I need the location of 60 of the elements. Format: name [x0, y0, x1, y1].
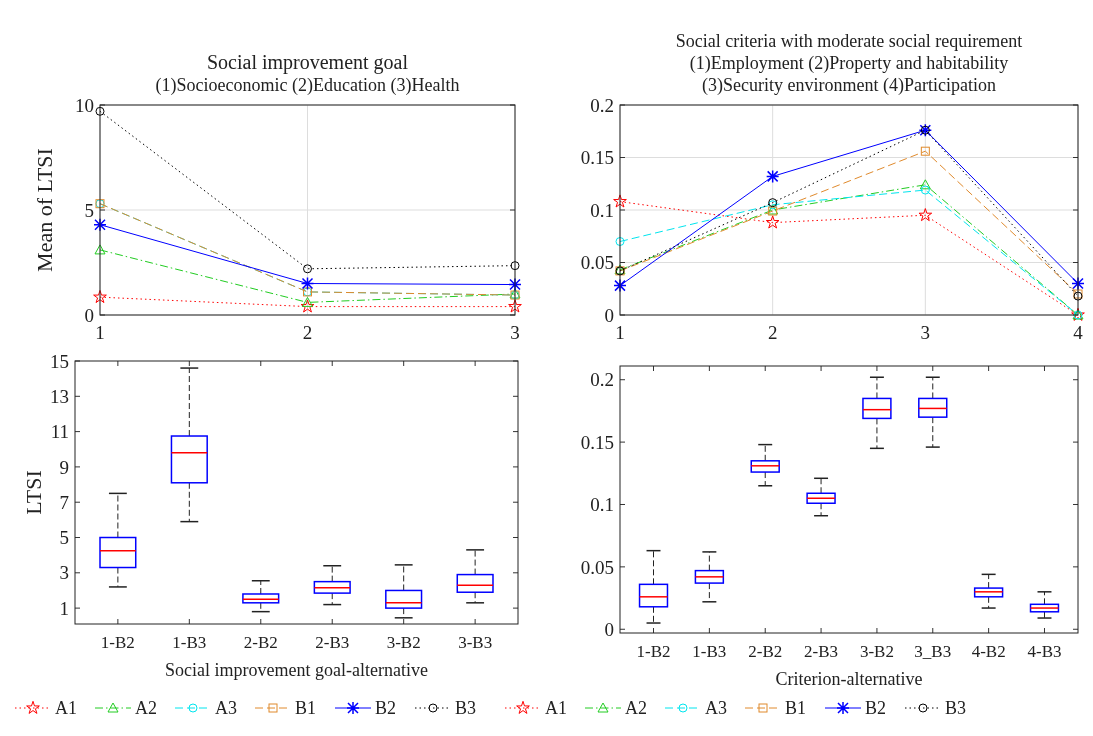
legend-label: B1 [785, 698, 807, 719]
y-tick-label: 0.05 [580, 252, 614, 274]
x-tick-label: 1-B3 [692, 642, 727, 661]
x-tick-label: 3 [510, 322, 520, 343]
legend-label: A2 [135, 698, 157, 719]
y-tick-label: 5 [59, 527, 69, 549]
chart-title: Social criteria with moderate social requirement [675, 31, 1023, 51]
x-axis-title: Social improvement goal-alternative [165, 660, 428, 680]
legend-label: B3 [945, 698, 967, 719]
x-tick-label: 1-B2 [636, 642, 671, 661]
y-tick-label: 0 [604, 618, 614, 640]
x-tick-label: 1-B3 [172, 633, 207, 652]
legend-label: B2 [865, 698, 887, 719]
y-tick-label: 0 [604, 304, 614, 326]
x-tick-label: 2-B2 [748, 642, 783, 661]
legend-label: A1 [545, 698, 567, 719]
legend-label: B3 [455, 698, 477, 719]
chart-subtitle: (1)Socioeconomic (2)Education (3)Health [155, 75, 460, 96]
x-tick-label: 4 [1073, 322, 1084, 343]
legend-label: B1 [295, 698, 317, 719]
y-tick-label: 0.15 [580, 147, 614, 169]
legend-label: A2 [625, 698, 647, 719]
y-tick-label: 3 [59, 562, 69, 584]
y-axis-title: LTSI [21, 470, 46, 515]
x-tick-label: 2 [767, 322, 778, 343]
legend-label: A3 [705, 698, 727, 719]
x-tick-label: 3_B3 [914, 642, 952, 661]
legend-label: B2 [375, 698, 397, 719]
y-tick-label: 15 [50, 350, 69, 372]
x-tick-label: 4-B3 [1027, 642, 1062, 661]
x-tick-label: 3-B3 [458, 633, 493, 652]
x-axis-title: Criterion-alternative [775, 669, 923, 689]
legend-label: A1 [55, 698, 77, 719]
y-tick-label: 7 [59, 491, 69, 513]
y-tick-label: 10 [75, 94, 94, 116]
y-tick-label: 0.2 [590, 369, 614, 391]
y-tick-label: 0.05 [580, 556, 614, 578]
x-tick-label: 1-B2 [100, 633, 135, 652]
x-tick-label: 3-B2 [859, 642, 894, 661]
y-tick-label: 0.15 [580, 431, 614, 453]
y-tick-label: 0.1 [590, 199, 614, 221]
x-tick-label: 2-B2 [243, 633, 278, 652]
y-tick-label: 0.1 [590, 494, 614, 516]
x-tick-label: 2 [302, 322, 313, 343]
y-tick-label: 0 [84, 304, 94, 326]
chart-title: Social improvement goal [206, 51, 409, 74]
x-tick-label: 3 [920, 322, 931, 343]
x-tick-label: 2-B3 [315, 633, 350, 652]
chart-subtitle: (1)Employment (2)Property and habitability (3)Security environment (4)Participation [689, 53, 1009, 96]
y-axis-title: Mean of LTSI [32, 148, 57, 272]
x-tick-label: 3-B2 [386, 633, 421, 652]
x-tick-label: 2-B3 [804, 642, 839, 661]
y-tick-label: 11 [50, 421, 69, 443]
y-tick-label: 0.2 [590, 94, 614, 116]
y-tick-label: 9 [59, 456, 69, 478]
x-tick-label: 4-B2 [971, 642, 1006, 661]
y-tick-label: 13 [50, 385, 69, 407]
y-tick-label: 1 [59, 597, 69, 619]
y-tick-label: 5 [84, 199, 94, 221]
legend-label: A3 [215, 698, 237, 719]
